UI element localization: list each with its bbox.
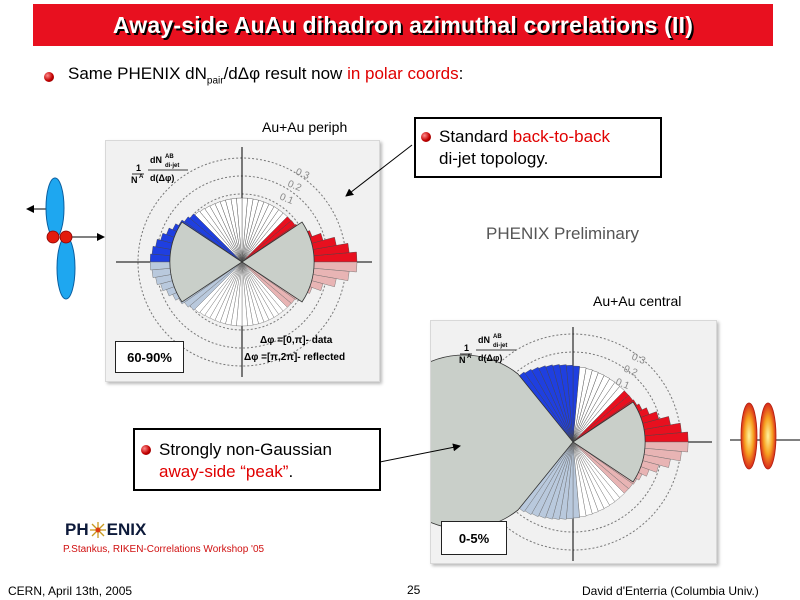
central-polar-plot: 0.3 0.2 0.1 1 N A dN AB di-jet d(Δφ) — [376, 327, 712, 561]
callout-standard-line2: di-jet topology. — [439, 149, 549, 168]
periph-polar-plot: 0.3 0.2 0.1 1 N A dN AB di-jet d(Δφ) Δφ … — [116, 147, 372, 377]
callout-strong: Strongly non-Gaussian away-side “peak”. — [133, 428, 381, 491]
callout-standard-line1: Standard back-to-back — [439, 126, 610, 148]
credit-line: P.Stankus, RIKEN-Correlations Workshop '… — [63, 544, 265, 555]
dijet-cartoon-left — [26, 177, 105, 300]
c-formula-dphi: d(Δφ) — [478, 353, 502, 363]
callout-strong-bullet-icon — [141, 445, 151, 455]
periph-centrality-text: 60-90% — [127, 349, 172, 365]
flame-cone-icon — [759, 402, 777, 470]
periph-legend-data: Δφ =[0,π]- data — [260, 335, 333, 346]
periph-label: Au+Au periph — [262, 119, 348, 135]
main-text-mid: /dΔφ result now — [223, 64, 348, 83]
phenix-logo: PH ENIX — [65, 520, 146, 540]
central-ring-label-03: 0.3 — [630, 352, 647, 368]
periph-plot-panel: 0.3 0.2 0.1 1 N A dN AB di-jet d(Δφ) Δφ … — [105, 140, 380, 382]
callout-standard-bullet-icon — [421, 132, 431, 142]
main-bullet-text: Same PHENIX dNpair/dΔφ result now in pol… — [68, 64, 463, 86]
central-ring-label-01: 0.1 — [614, 377, 631, 393]
main-text-after: : — [458, 64, 464, 83]
main-text-subscript: pair — [206, 75, 224, 87]
flame-cone-icon — [740, 402, 758, 470]
periph-centrality-badge: 60-90% — [115, 341, 184, 373]
periph-near-gaussian — [241, 221, 315, 303]
dijet-cartoon-right — [730, 402, 800, 470]
phenix-preliminary: PHENIX Preliminary — [486, 224, 640, 243]
jet-cone-icon — [45, 177, 65, 239]
formula-dn-sub: di-jet — [165, 163, 179, 169]
callout-strong-line1: Strongly non-Gaussian — [159, 440, 332, 459]
footer-venue-date: CERN, April 13th, 2005 — [8, 584, 133, 598]
c-formula-frac-den: N — [459, 355, 466, 365]
particle-dot-icon — [59, 230, 73, 244]
central-centrality-badge: 0-5% — [441, 521, 507, 555]
c-formula-dn-sub: di-jet — [493, 343, 507, 349]
particle-dot-icon — [46, 230, 60, 244]
formula-dphi: d(Δφ) — [150, 173, 174, 183]
c-formula-dn: dN — [478, 335, 490, 345]
main-text-highlight: in polar coords — [347, 64, 459, 83]
central-near-gaussian — [572, 401, 646, 483]
callout-strong-line2: away-side “peak”. — [159, 461, 293, 483]
periph-ring-label-02: 0.2 — [286, 179, 303, 195]
bullet-icon — [44, 72, 54, 82]
formula-frac-num: 1 — [136, 163, 141, 173]
phenix-burst-icon — [89, 522, 106, 538]
formula-dn-sup: AB — [165, 154, 174, 160]
formula-dn: dN — [150, 155, 162, 165]
periph-ring-label-03: 0.3 — [294, 167, 311, 183]
phenix-logo-enix: ENIX — [106, 520, 147, 539]
phenix-logo-ph: PH — [65, 520, 89, 539]
periph-ring-label-01: 0.1 — [278, 192, 295, 208]
c-formula-den-sup: A — [467, 354, 472, 360]
slide-title: Away-side AuAu dihadron azimuthal correl… — [112, 11, 694, 38]
callout-standard-prefix: Standard — [439, 127, 513, 146]
central-centrality-text: 0-5% — [458, 530, 490, 546]
formula-frac-den: N — [131, 175, 138, 185]
central-plot-panel: 0.3 0.2 0.1 1 N A dN AB di-jet d(Δφ) 0-5… — [376, 320, 717, 564]
footer-page-number: 25 — [407, 583, 421, 597]
callout-strong-suffix: . — [288, 462, 294, 481]
central-label: Au+Au central — [593, 293, 682, 309]
periph-axis-formula: 1 N A dN AB di-jet d(Δφ) — [131, 154, 188, 185]
footer-author: David d'Enterria (Columbia Univ.) — [582, 584, 759, 598]
central-ring-label-02: 0.2 — [622, 364, 639, 380]
c-formula-frac-num: 1 — [464, 343, 469, 353]
callout-strong-highlight: away-side “peak” — [159, 462, 289, 481]
periph-away-gaussian — [169, 221, 243, 303]
central-axis-formula: 1 N A dN AB di-jet d(Δφ) — [459, 334, 516, 365]
formula-den-sup: A — [139, 174, 144, 180]
callout-standard-arrow — [345, 144, 413, 197]
c-formula-dn-sup: AB — [493, 334, 502, 340]
periph-legend-reflected: Δφ =[π,2π]- reflected — [244, 352, 345, 363]
callout-standard-highlight: back-to-back — [512, 127, 611, 146]
callout-standard: Standard back-to-back di-jet topology. — [414, 117, 662, 178]
main-text-before: Same PHENIX dN — [68, 64, 207, 83]
callout-strong-arrow — [379, 443, 461, 463]
title-bar: Away-side AuAu dihadron azimuthal correl… — [33, 4, 773, 46]
jet-cone-icon — [56, 236, 76, 300]
